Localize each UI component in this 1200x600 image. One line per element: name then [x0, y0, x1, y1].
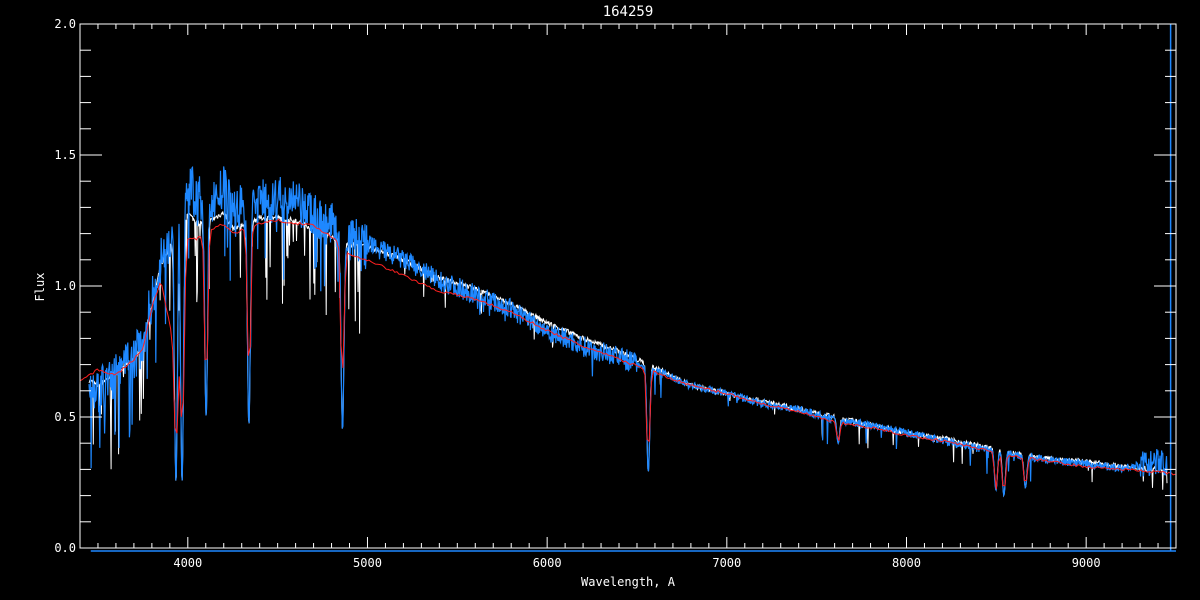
- y-tick-label: 0.5: [54, 410, 76, 424]
- x-tick-label: 4000: [173, 556, 202, 570]
- spectrum-series-2: [79, 218, 1176, 490]
- x-tick-label: 6000: [533, 556, 562, 570]
- x-tick-label: 5000: [353, 556, 382, 570]
- plot-frame: [79, 23, 1177, 549]
- axes-layer: 4000 5000 6000 7000 8000 9000 0.0 0.5 1.0 1.5 2.0: [54, 17, 1177, 570]
- x-tick-label: 9000: [1072, 556, 1101, 570]
- x-axis-label: Wavelength, A: [581, 575, 676, 589]
- y-tick-label: 2.0: [54, 17, 76, 31]
- spectrum-series-0: [88, 211, 1168, 498]
- y-axis-label: Flux: [33, 273, 47, 302]
- x-tick-label: 7000: [712, 556, 741, 570]
- spectrum-series-1: [88, 165, 1168, 498]
- y-tick-label: 1.0: [54, 279, 76, 293]
- chart-title: 164259: [603, 4, 654, 20]
- series-layer: [79, 24, 1176, 552]
- y-tick-label: 1.5: [54, 148, 76, 162]
- x-tick-label: 8000: [892, 556, 921, 570]
- y-tick-label: 0.0: [54, 541, 76, 555]
